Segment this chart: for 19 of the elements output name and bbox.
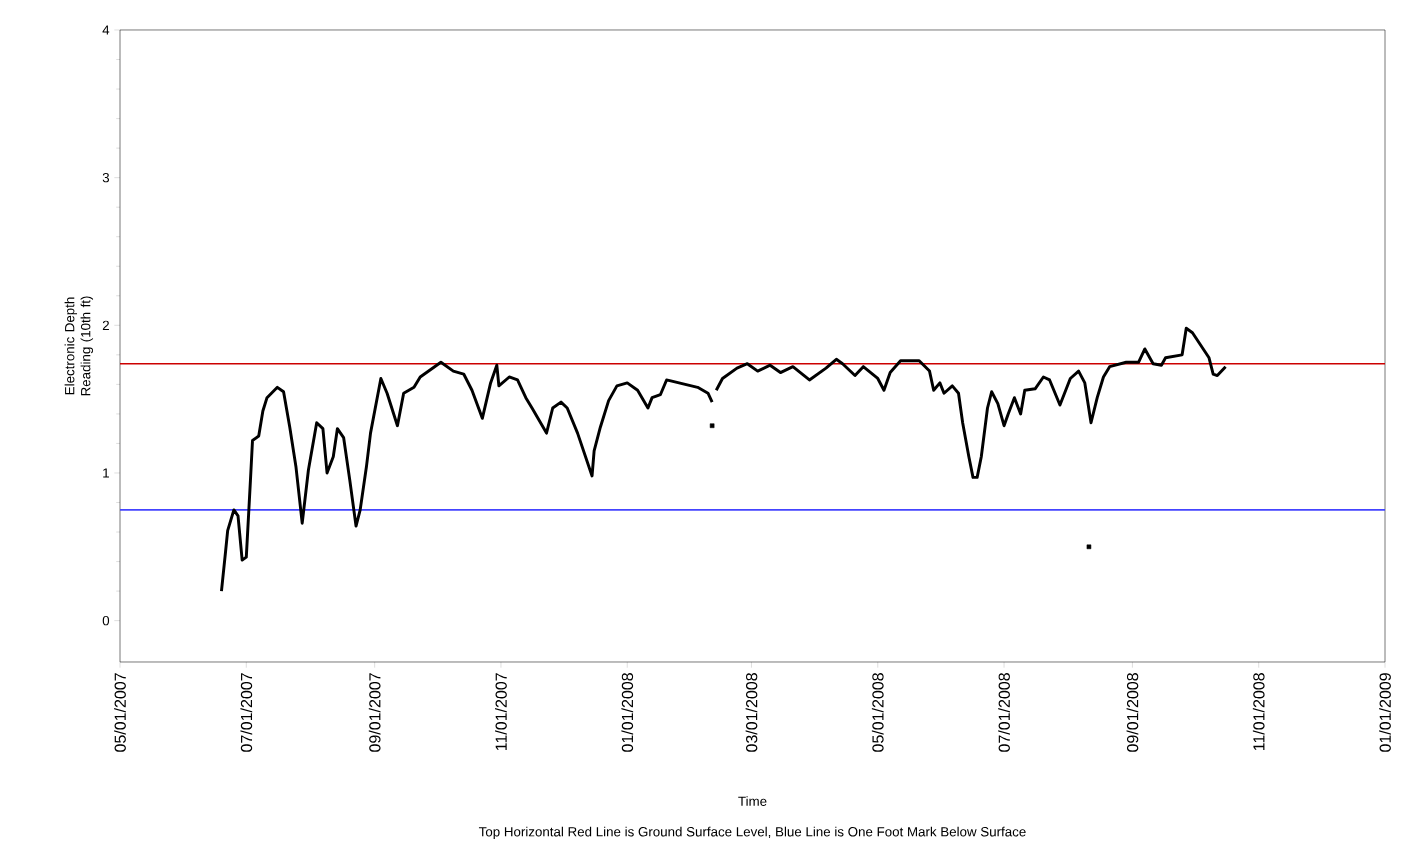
y-tick-label: 2 bbox=[102, 320, 109, 330]
y-tick-label: 1 bbox=[103, 468, 109, 478]
text: Top Horizontal Red Line is Ground Surface Level, Blue Line is One Foot Mark Below Surface bbox=[478, 826, 1026, 840]
x-tick-label: 09/01/2007 bbox=[368, 673, 381, 752]
x-tick-label: 01/01/2008 bbox=[621, 673, 634, 752]
y-tick-label: 4 bbox=[102, 25, 110, 35]
x-tick-label: 01/01/2009 bbox=[1379, 673, 1391, 752]
x-tick-label: 11/01/2008 bbox=[1252, 673, 1265, 751]
y-tick-label: 3 bbox=[102, 172, 110, 183]
x-tick-label: 07/01/2008 bbox=[998, 673, 1010, 752]
x-tick-label: 03/01/2008 bbox=[745, 673, 758, 752]
x-tick-label: 09/01/2008 bbox=[1126, 673, 1139, 752]
x-tick-label: 07/01/2007 bbox=[240, 673, 253, 752]
x-tick-label: 05/01/2008 bbox=[871, 673, 884, 752]
x-axis-title: Time bbox=[738, 796, 767, 806]
y-axis-title: Electronic Depth Reading (10th ft) bbox=[64, 296, 94, 396]
x-tick-label: 05/01/2007 bbox=[114, 673, 126, 752]
y-tick-label: 0 bbox=[102, 615, 110, 626]
x-tick-label: 11/01/2007 bbox=[495, 673, 507, 751]
